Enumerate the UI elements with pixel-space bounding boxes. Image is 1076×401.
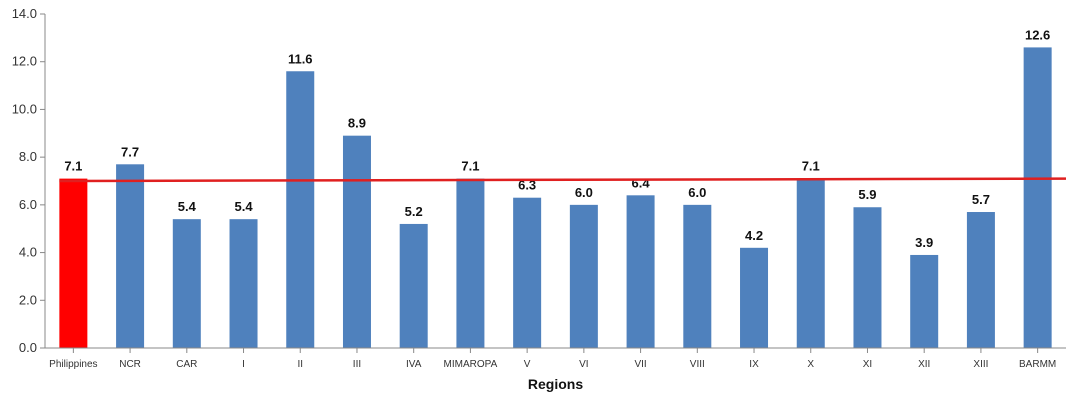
y-tick-label: 10.0 bbox=[12, 101, 37, 116]
data-label: 5.9 bbox=[858, 187, 876, 202]
bar bbox=[456, 178, 485, 348]
y-tick-label: 0.0 bbox=[19, 340, 37, 355]
category-label: XI bbox=[863, 359, 872, 370]
category-label: VI bbox=[579, 359, 588, 370]
bar bbox=[569, 204, 598, 348]
data-label: 11.6 bbox=[288, 51, 313, 66]
y-tick-label: 14.0 bbox=[12, 6, 37, 21]
bar bbox=[116, 164, 145, 348]
data-label: 7.7 bbox=[121, 144, 139, 159]
data-label: 8.9 bbox=[348, 116, 366, 131]
category-label: IVA bbox=[406, 359, 422, 370]
category-label: XIII bbox=[973, 359, 988, 370]
bar bbox=[740, 247, 769, 348]
bar bbox=[59, 178, 88, 348]
bar bbox=[910, 254, 939, 348]
data-label: 5.4 bbox=[234, 199, 253, 214]
data-label: 4.2 bbox=[745, 228, 763, 243]
y-tick-label: 12.0 bbox=[12, 54, 37, 69]
x-axis-title: Regions bbox=[528, 376, 583, 392]
data-label: 5.7 bbox=[972, 192, 990, 207]
category-label: VIII bbox=[690, 359, 705, 370]
data-label: 7.1 bbox=[802, 159, 820, 174]
category-label: NCR bbox=[119, 359, 141, 370]
bar bbox=[796, 178, 825, 348]
bar bbox=[626, 195, 655, 348]
bar bbox=[683, 204, 712, 348]
data-label: 5.2 bbox=[405, 204, 423, 219]
y-tick-label: 2.0 bbox=[19, 292, 37, 307]
category-label: IX bbox=[749, 359, 759, 370]
data-label: 7.1 bbox=[64, 159, 82, 174]
bar bbox=[172, 219, 201, 348]
category-label: X bbox=[807, 359, 814, 370]
bar bbox=[286, 71, 315, 348]
category-label: III bbox=[353, 359, 361, 370]
bar bbox=[853, 207, 882, 348]
category-label: V bbox=[524, 359, 531, 370]
category-label: XII bbox=[918, 359, 930, 370]
category-label: Philippines bbox=[49, 359, 97, 370]
category-label: II bbox=[297, 359, 303, 370]
y-tick-label: 4.0 bbox=[19, 245, 37, 260]
data-label: 6.3 bbox=[518, 178, 536, 193]
category-label: CAR bbox=[176, 359, 197, 370]
data-label: 3.9 bbox=[915, 235, 933, 250]
bar bbox=[229, 219, 258, 348]
bar bbox=[966, 212, 995, 348]
category-label: VII bbox=[634, 359, 646, 370]
y-tick-label: 8.0 bbox=[19, 149, 37, 164]
bar bbox=[342, 135, 371, 348]
data-label: 7.1 bbox=[461, 159, 479, 174]
category-label: BARMM bbox=[1019, 359, 1056, 370]
y-tick-label: 6.0 bbox=[19, 197, 37, 212]
data-label: 6.0 bbox=[688, 185, 706, 200]
category-label: MIMAROPA bbox=[444, 359, 498, 370]
data-label: 12.6 bbox=[1025, 27, 1050, 42]
reference-line bbox=[59, 177, 1067, 183]
data-label: 6.0 bbox=[575, 185, 593, 200]
category-label: I bbox=[242, 359, 245, 370]
data-label: 6.4 bbox=[632, 175, 651, 190]
bar bbox=[513, 197, 542, 348]
bar bbox=[399, 223, 428, 348]
data-label: 5.4 bbox=[178, 199, 197, 214]
bar bbox=[1023, 47, 1052, 349]
